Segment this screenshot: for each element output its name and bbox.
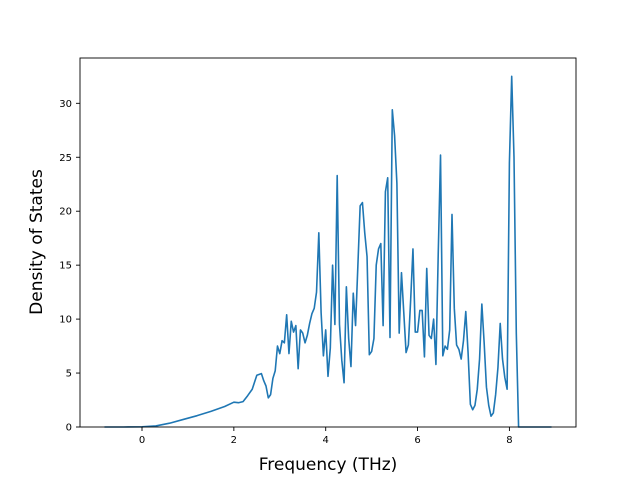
y-tick-label: 15	[59, 261, 72, 272]
x-tick-label: 2	[231, 435, 237, 446]
x-tick-label: 6	[414, 435, 420, 446]
y-tick-label: 20	[59, 207, 72, 218]
y-tick-label: 10	[59, 315, 72, 326]
x-axis-label: Frequency (THz)	[259, 455, 398, 475]
y-tick-label: 25	[59, 153, 72, 164]
dos-series-line	[104, 75, 552, 428]
y-axis-label: Density of States	[27, 169, 47, 315]
axes-frame	[79, 57, 577, 428]
x-tick-label: 0	[139, 435, 145, 446]
x-tick-label: 4	[323, 435, 329, 446]
y-tick-label: 5	[66, 369, 72, 380]
y-tick-label: 0	[66, 423, 72, 434]
x-tick-label: 8	[506, 435, 512, 446]
plot-area	[104, 75, 552, 428]
y-axis-ticks: 0 5 10 15 20 25 30	[59, 99, 80, 434]
x-axis-ticks: 0 2 4 6 8	[139, 427, 513, 446]
y-tick-label: 30	[59, 99, 72, 110]
